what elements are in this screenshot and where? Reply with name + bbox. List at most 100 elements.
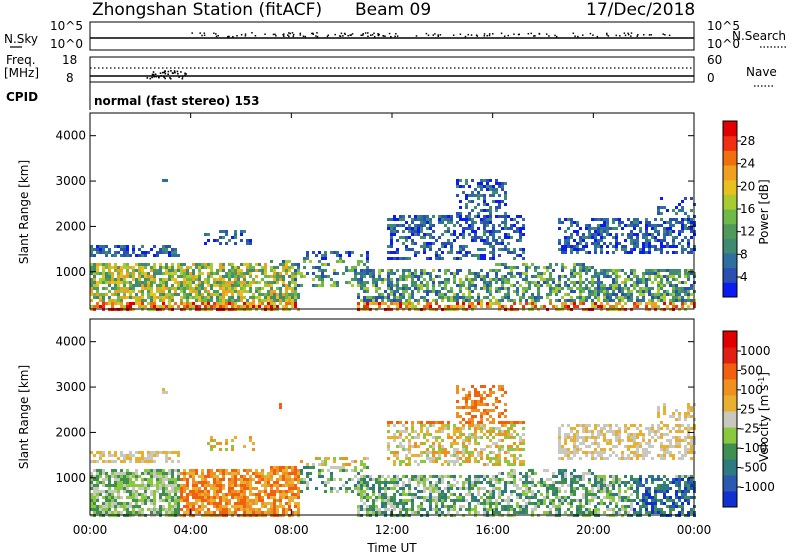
heatmap-cell <box>120 478 123 481</box>
heatmap-cell <box>237 266 240 269</box>
heatmap-cell <box>507 248 510 251</box>
heatmap-cell <box>288 505 291 508</box>
heatmap-cell <box>393 299 396 302</box>
heatmap-cell <box>138 263 141 266</box>
heatmap-cell <box>672 302 675 305</box>
heatmap-cell <box>489 496 492 499</box>
heatmap-cell <box>303 466 306 469</box>
heatmap-cell <box>180 472 183 475</box>
heatmap-cell <box>249 275 252 278</box>
heatmap-cell <box>396 475 399 478</box>
heatmap-cell <box>504 460 507 463</box>
heatmap-cell <box>402 275 405 278</box>
nsearch-point <box>201 34 203 37</box>
heatmap-cell <box>189 302 192 305</box>
heatmap-cell <box>162 505 165 508</box>
nsearch-point <box>371 34 374 36</box>
heatmap-cell <box>555 284 558 287</box>
heatmap-cell <box>393 224 396 227</box>
heatmap-cell <box>378 302 381 305</box>
heatmap-cell <box>678 275 681 278</box>
heatmap-cell <box>576 248 579 251</box>
heatmap-cell <box>495 269 498 272</box>
heatmap-cell <box>117 266 120 269</box>
heatmap-cell <box>237 299 240 302</box>
heatmap-cell <box>546 281 549 284</box>
heatmap-cell <box>180 272 183 275</box>
heatmap-cell <box>132 278 135 281</box>
heatmap-cell <box>486 185 489 188</box>
heatmap-cell <box>162 179 165 182</box>
heatmap-cell <box>237 272 240 275</box>
heatmap-cell <box>375 511 378 514</box>
heatmap-cell <box>552 287 555 290</box>
heatmap-cell <box>243 278 246 281</box>
heatmap-cell <box>468 442 471 445</box>
nsearch-point <box>488 34 491 37</box>
heatmap-cell <box>213 302 216 305</box>
heatmap-cell <box>606 269 609 272</box>
heatmap-cell <box>510 448 513 451</box>
heatmap-cell <box>426 454 429 457</box>
heatmap-cell <box>132 499 135 502</box>
heatmap-cell <box>486 430 489 433</box>
heatmap-cell <box>321 475 324 478</box>
heatmap-cell <box>102 299 105 302</box>
heatmap-cell <box>132 290 135 293</box>
heatmap-cell <box>408 257 411 260</box>
heatmap-cell <box>117 290 120 293</box>
heatmap-cell <box>294 472 297 475</box>
heatmap-cell <box>153 451 156 454</box>
heatmap-cell <box>477 493 480 496</box>
nsearch-point <box>283 33 285 35</box>
heatmap-cell <box>267 305 270 308</box>
heatmap-cell <box>297 493 300 496</box>
heatmap-cell <box>246 481 249 484</box>
heatmap-cell <box>462 254 465 257</box>
heatmap-cell <box>132 487 135 490</box>
heatmap-cell <box>489 242 492 245</box>
heatmap-cell <box>171 287 174 290</box>
nsearch-point <box>370 34 372 36</box>
heatmap-cell <box>486 188 489 191</box>
heatmap-cell <box>102 454 105 457</box>
heatmap-cell <box>669 221 672 224</box>
heatmap-cell <box>363 493 366 496</box>
heatmap-cell <box>282 296 285 299</box>
heatmap-cell <box>297 472 300 475</box>
heatmap-cell <box>144 478 147 481</box>
heatmap-cell <box>414 305 417 308</box>
heatmap-cell <box>504 194 507 197</box>
heatmap-cell <box>114 496 117 499</box>
heatmap-cell <box>108 478 111 481</box>
heatmap-cell <box>474 457 477 460</box>
nsearch-point <box>373 35 376 38</box>
heatmap-cell <box>390 451 393 454</box>
heatmap-cell <box>240 263 243 266</box>
nsearch-point <box>555 35 558 38</box>
heatmap-cell <box>480 400 483 403</box>
heatmap-cell <box>663 221 666 224</box>
heatmap-cell <box>243 230 246 233</box>
heatmap-cell <box>366 266 369 269</box>
heatmap-cell <box>183 469 186 472</box>
heatmap-cell <box>228 487 231 490</box>
heatmap-cell <box>186 508 189 511</box>
heatmap-cell <box>231 439 234 442</box>
heatmap-cell <box>222 293 225 296</box>
heatmap-cell <box>141 481 144 484</box>
heatmap-cell <box>294 290 297 293</box>
heatmap-cell <box>450 290 453 293</box>
colorbar-swatch <box>723 223 737 239</box>
heatmap-cell <box>354 272 357 275</box>
heatmap-cell <box>363 478 366 481</box>
heatmap-cell <box>240 293 243 296</box>
heatmap-cell <box>147 290 150 293</box>
heatmap-cell <box>207 481 210 484</box>
heatmap-cell <box>138 457 141 460</box>
heatmap-cell <box>471 284 474 287</box>
heatmap-cell <box>507 508 510 511</box>
heatmap-cell <box>207 469 210 472</box>
heatmap-cell <box>261 287 264 290</box>
heatmap-cell <box>612 284 615 287</box>
